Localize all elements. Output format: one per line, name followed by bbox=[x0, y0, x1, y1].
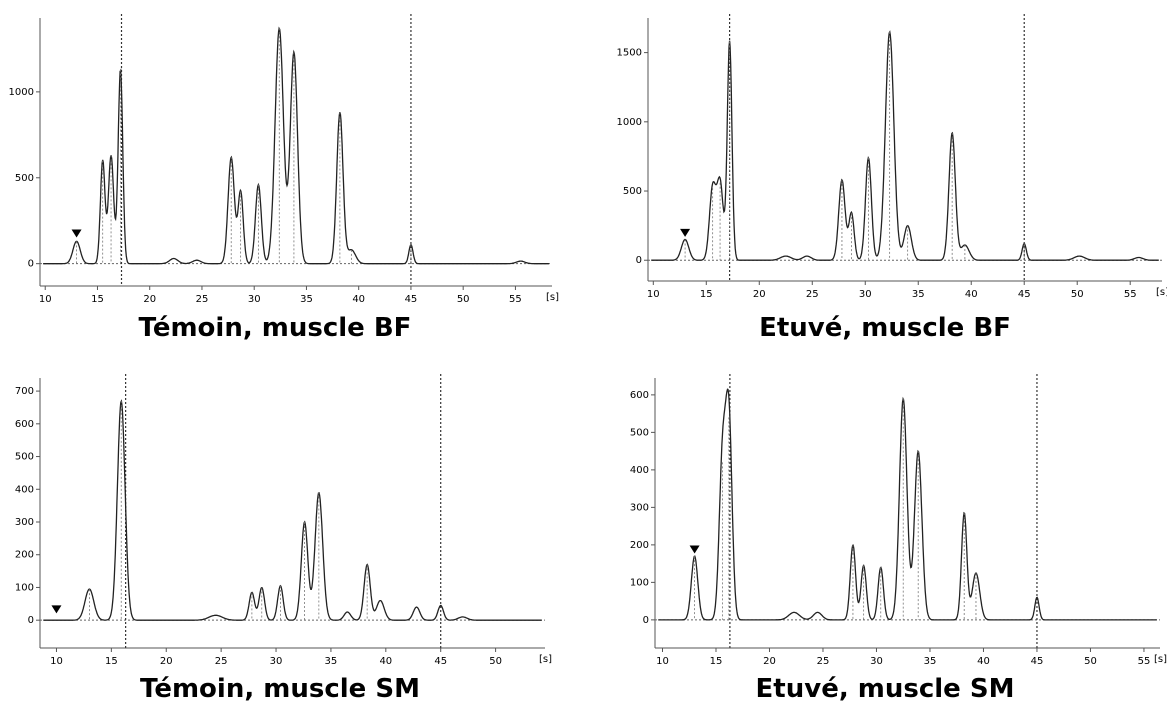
x-tick-label: 35 bbox=[300, 294, 313, 305]
x-tick-label: 10 bbox=[50, 656, 63, 667]
y-tick-label: 200 bbox=[630, 540, 649, 551]
x-tick-label: 45 bbox=[1031, 656, 1044, 667]
x-tick-label: 20 bbox=[160, 656, 173, 667]
x-unit-label: [s] bbox=[1154, 654, 1167, 665]
x-tick-label: 20 bbox=[753, 289, 766, 300]
x-tick-label: 45 bbox=[405, 294, 418, 305]
x-tick-label: 15 bbox=[105, 656, 118, 667]
x-tick-label: 15 bbox=[91, 294, 104, 305]
chromatogram-trace bbox=[43, 399, 542, 621]
x-tick-label: 50 bbox=[489, 656, 502, 667]
x-tick-label: 35 bbox=[924, 656, 937, 667]
x-tick-label: 15 bbox=[710, 656, 723, 667]
x-tick-label: 55 bbox=[509, 294, 522, 305]
x-tick-label: 25 bbox=[806, 289, 819, 300]
x-tick-label: 50 bbox=[1071, 289, 1084, 300]
caption-etuve-sm: Etuvé, muscle SM bbox=[756, 674, 1015, 704]
x-unit-label: [s] bbox=[546, 292, 559, 303]
chromatogram-trace bbox=[658, 388, 1157, 621]
y-tick-label: 500 bbox=[15, 452, 34, 463]
x-tick-label: 25 bbox=[196, 294, 209, 305]
x-tick-label: 30 bbox=[859, 289, 872, 300]
y-tick-label: 400 bbox=[630, 465, 649, 476]
x-tick-label: 10 bbox=[647, 289, 660, 300]
chart-etuve-bf: 10 15 20 25 30 35 40 45 50 55 [s] 0 500 1000 1500 bbox=[617, 14, 1167, 300]
y-tick-label: 600 bbox=[15, 419, 34, 430]
caption-temoin-sm: Témoin, muscle SM bbox=[140, 674, 420, 704]
y-tick-label: 100 bbox=[15, 582, 34, 593]
y-tick-label: 700 bbox=[15, 386, 34, 397]
peak-marker bbox=[680, 228, 691, 237]
x-tick-label: 55 bbox=[1124, 289, 1137, 300]
y-tick-label: 300 bbox=[15, 517, 34, 528]
x-tick-label: 35 bbox=[912, 289, 925, 300]
caption-etuve-bf: Etuvé, muscle BF bbox=[759, 313, 1011, 343]
x-tick-label: 55 bbox=[1138, 656, 1151, 667]
y-tick-label: 500 bbox=[15, 173, 34, 184]
x-unit-label: [s] bbox=[1156, 287, 1167, 298]
x-tick-label: 25 bbox=[817, 656, 830, 667]
y-tick-label: 0 bbox=[636, 255, 642, 266]
y-tick-label: 500 bbox=[630, 427, 649, 438]
y-tick-label: 200 bbox=[15, 550, 34, 561]
y-tick-label: 500 bbox=[623, 186, 642, 197]
x-tick-label: 40 bbox=[977, 656, 990, 667]
chromatogram-trace bbox=[43, 26, 549, 265]
x-tick-label: 40 bbox=[965, 289, 978, 300]
y-tick-label: 600 bbox=[630, 390, 649, 401]
y-tick-label: 1500 bbox=[617, 48, 642, 59]
y-tick-label: 0 bbox=[643, 615, 649, 626]
x-tick-label: 20 bbox=[763, 656, 776, 667]
x-tick-label: 10 bbox=[39, 294, 52, 305]
x-tick-label: 45 bbox=[434, 656, 447, 667]
x-tick-label: 20 bbox=[143, 294, 156, 305]
x-tick-label: 15 bbox=[700, 289, 713, 300]
y-tick-label: 0 bbox=[28, 259, 34, 270]
x-tick-label: 30 bbox=[270, 656, 283, 667]
y-tick-label: 400 bbox=[15, 484, 34, 495]
x-tick-label: 25 bbox=[215, 656, 228, 667]
x-tick-label: 40 bbox=[352, 294, 365, 305]
peak-marker bbox=[71, 229, 82, 238]
y-tick-label: 0 bbox=[28, 615, 34, 626]
x-tick-label: 50 bbox=[457, 294, 470, 305]
chart-temoin-bf: 10 15 20 25 30 35 40 45 50 55 [s] 0 500 1000 bbox=[9, 14, 559, 305]
x-tick-label: 30 bbox=[870, 656, 883, 667]
peak-marker bbox=[689, 545, 700, 554]
caption-temoin-bf: Témoin, muscle BF bbox=[139, 313, 412, 343]
chromatogram-trace bbox=[651, 30, 1159, 261]
chart-temoin-sm: 10 15 20 25 30 35 40 45 50 [s] 0 100 200 300 400 500 600… bbox=[15, 374, 552, 667]
y-tick-label: 1000 bbox=[617, 117, 642, 128]
x-tick-label: 50 bbox=[1084, 656, 1097, 667]
x-unit-label: [s] bbox=[539, 654, 552, 665]
x-tick-label: 30 bbox=[248, 294, 261, 305]
y-tick-label: 100 bbox=[630, 577, 649, 588]
y-tick-label: 1000 bbox=[9, 87, 34, 98]
x-tick-label: 35 bbox=[325, 656, 338, 667]
chart-etuve-sm: 10 15 20 25 30 35 40 45 50 55 [s] 0 100 200 300 400 500 6… bbox=[630, 374, 1167, 667]
y-tick-label: 300 bbox=[630, 502, 649, 513]
x-tick-label: 40 bbox=[379, 656, 392, 667]
x-tick-label: 10 bbox=[656, 656, 669, 667]
peak-marker bbox=[51, 605, 62, 614]
x-tick-label: 45 bbox=[1018, 289, 1031, 300]
